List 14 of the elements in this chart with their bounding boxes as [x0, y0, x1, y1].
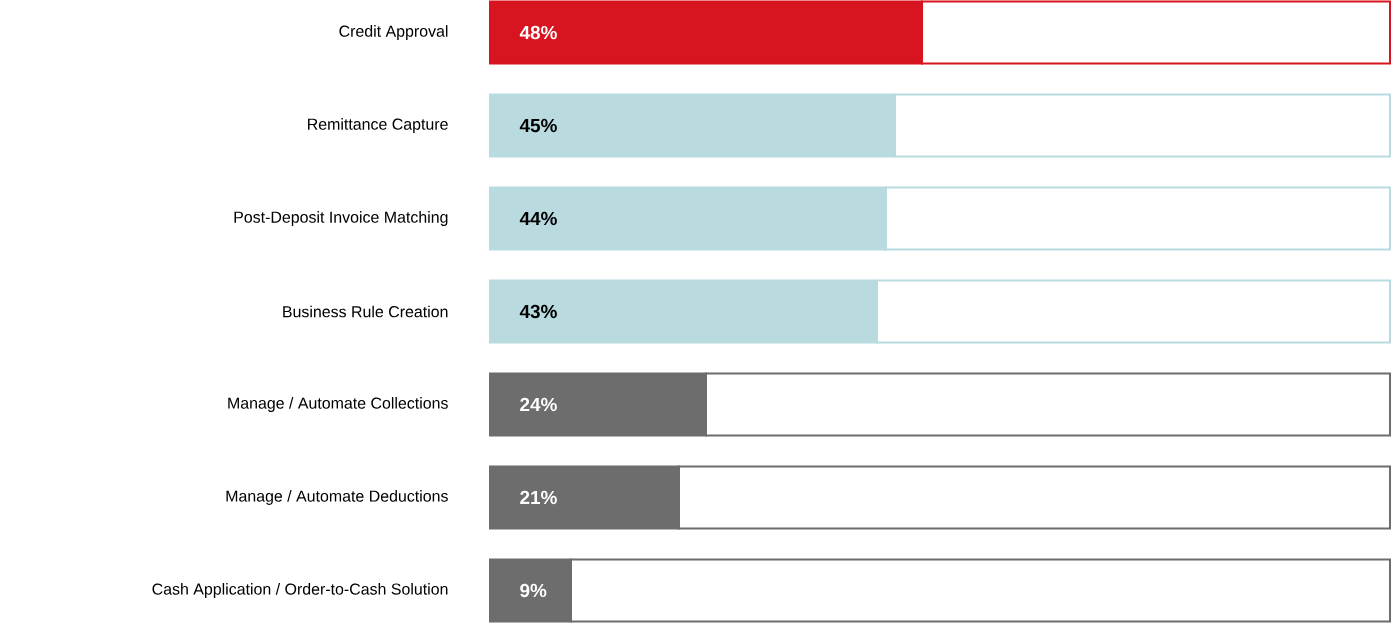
data-label: 45%: [519, 118, 557, 133]
y-tick-label: Manage / Automate Deductions: [226, 490, 448, 505]
y-tick-label: Cash Application / Order-to-Cash Solution: [152, 583, 448, 598]
y-tick-label: Remittance Capture: [308, 118, 448, 133]
data-label: 44%: [519, 211, 557, 226]
y-tick-label: Manage / Automate Collections: [228, 397, 448, 412]
y-tick-label: Business Rule Creation: [283, 305, 448, 318]
data-label: 48%: [519, 25, 557, 40]
data-label: 21%: [520, 490, 557, 505]
data-label: 43%: [519, 304, 557, 319]
y-tick-label: Post-Deposit Invoice Matching: [234, 211, 448, 226]
data-label: 9%: [520, 583, 547, 598]
data-label: 24%: [520, 397, 557, 412]
y-tick-label: Credit Approval: [339, 25, 448, 40]
